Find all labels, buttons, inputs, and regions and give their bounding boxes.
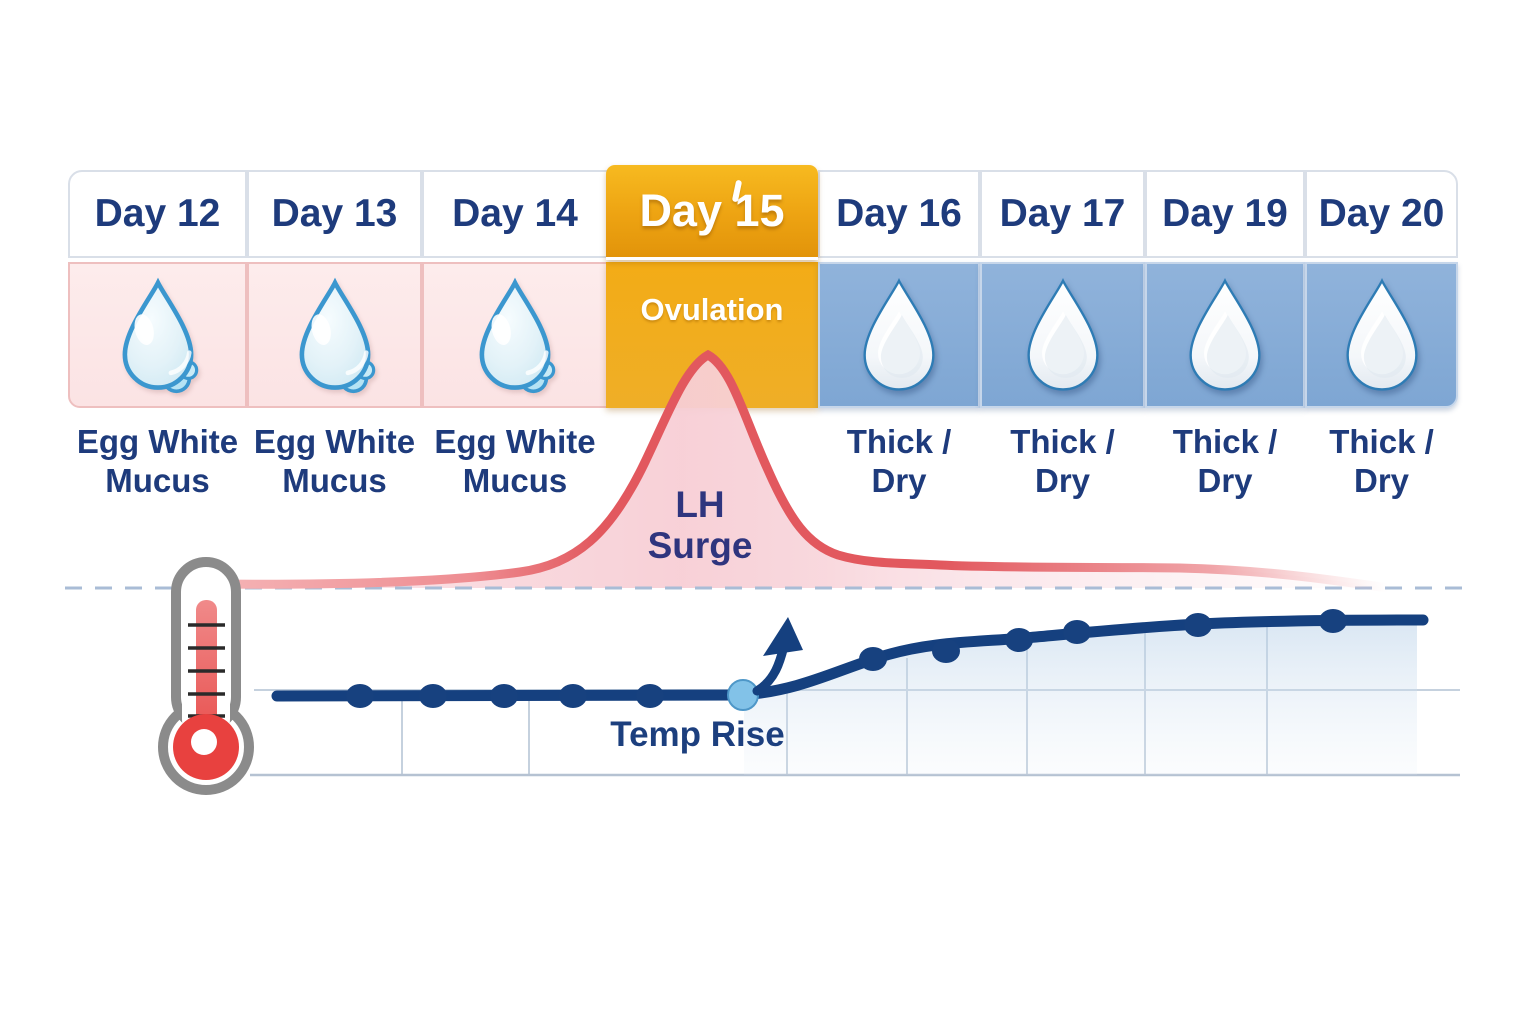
mucus-cell-day19 [1145,262,1305,408]
day-header-14: Day 14 [422,170,608,258]
day-label: Day 14 [452,192,578,235]
day-header-13: Day 13 [247,170,422,258]
mucus-label-day17: Thick / Dry [980,422,1145,500]
day-label: Day 12 [94,192,221,235]
ovulation-cell-day15 [606,262,818,408]
day-label: Day 16 [836,192,962,235]
mucus-label-line2: Dry [1353,462,1410,499]
mucus-label-line1: Egg White [434,423,596,460]
day-label: Day 20 [1318,192,1445,235]
mucus-label-line2: Mucus [105,462,210,499]
temp-data-points [346,609,1347,708]
day-header-17: Day 17 [980,170,1145,258]
mucus-label-line2: Mucus [282,462,387,499]
day-header-20: Day 20 [1305,170,1458,258]
thermometer-icon [158,557,254,795]
lh-surge-label-line1: LH [675,484,725,525]
day-label: Day 19 [1162,192,1288,235]
day-header-19: Day 19 [1145,170,1305,258]
lh-surge-label-line2: Surge [647,525,753,566]
temp-rise-shading [744,620,1417,775]
white-droplet-icon [863,278,935,391]
white-droplet-icon [1026,278,1099,391]
mucus-cell-day17 [980,262,1145,408]
mucus-cell-day16 [818,262,980,408]
day-label: Day 15 [639,185,785,236]
day-header-12: Day 12 [68,170,247,258]
day-label: Day 13 [271,192,398,235]
mucus-label-line1: Egg White [253,423,416,460]
mucus-cell-day12 [68,262,247,408]
egg-white-droplet-icon [299,277,375,394]
temp-line [271,614,1429,702]
mucus-label-day19: Thick / Dry [1145,422,1305,500]
temp-chart-grid [250,625,1460,777]
mucus-label-day20: Thick / Dry [1305,422,1458,500]
mucus-label-day13: Egg White Mucus [247,422,422,500]
mucus-label-line1: Egg White [76,423,239,460]
mucus-label-line2: Dry [871,462,927,499]
ovulation-temp-dot [727,679,759,711]
mucus-label-line1: Thick / [846,423,952,460]
egg-white-droplet-icon [479,277,556,394]
ovulation-label: Ovulation [640,292,784,327]
mucus-cell-day14 [422,262,608,408]
mucus-label-line1: Thick / [1010,423,1115,460]
mucus-label-line1: Thick / [1172,423,1278,460]
day-header-16: Day 16 [818,170,980,258]
mucus-cell-day13 [247,262,422,408]
day-label: Day 17 [999,192,1126,235]
temp-rise-label: Temp Rise [610,715,785,754]
day-header-15-ovulation: Day 15 [606,165,818,260]
mucus-label-line2: Mucus [462,462,568,499]
mucus-label-day12: Egg White Mucus [68,422,247,500]
mucus-label-line1: Thick / [1329,423,1434,460]
white-droplet-icon [1189,278,1261,391]
mucus-label-line2: Dry [1034,462,1091,499]
up-arrow-icon [752,617,803,696]
mucus-label-day14: Egg White Mucus [422,422,608,500]
mucus-label-line2: Dry [1197,462,1253,499]
egg-white-droplet-icon [122,277,198,394]
mucus-label-day16: Thick / Dry [818,422,980,500]
white-droplet-icon [1345,278,1418,391]
mucus-cell-day20 [1305,262,1458,408]
